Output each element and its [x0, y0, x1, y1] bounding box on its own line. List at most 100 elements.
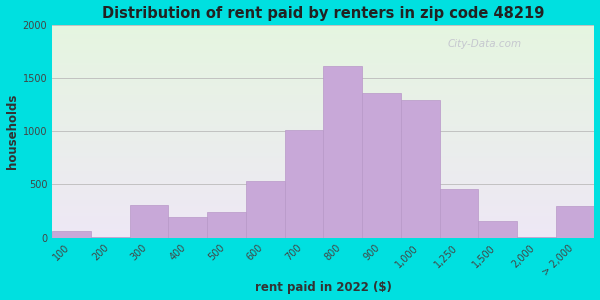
- Bar: [52, 195, 595, 196]
- Bar: [52, 233, 595, 235]
- Bar: [52, 89, 595, 91]
- Bar: [52, 87, 595, 88]
- Bar: [52, 169, 595, 170]
- Bar: [52, 175, 595, 176]
- Bar: [52, 147, 595, 148]
- Bar: [52, 140, 595, 141]
- Bar: [52, 98, 595, 99]
- Bar: [52, 106, 595, 108]
- Bar: [52, 70, 595, 71]
- Bar: [52, 216, 595, 217]
- X-axis label: rent paid in 2022 ($): rent paid in 2022 ($): [255, 281, 392, 294]
- Bar: [52, 28, 595, 29]
- Bar: [52, 174, 595, 175]
- Bar: [52, 81, 595, 82]
- Bar: [52, 45, 595, 46]
- Bar: [52, 68, 595, 69]
- Bar: [52, 38, 595, 39]
- Bar: [52, 161, 595, 162]
- Bar: [52, 46, 595, 47]
- Bar: [52, 30, 595, 31]
- Bar: [52, 202, 595, 204]
- Bar: [52, 34, 595, 35]
- Bar: [52, 150, 595, 152]
- Bar: [52, 119, 595, 121]
- Bar: [52, 36, 595, 37]
- Bar: [52, 231, 91, 238]
- Y-axis label: households: households: [5, 93, 19, 169]
- Bar: [52, 127, 595, 128]
- Bar: [52, 149, 595, 150]
- Bar: [52, 109, 595, 110]
- Bar: [52, 40, 595, 42]
- Bar: [52, 29, 595, 30]
- Bar: [52, 37, 595, 38]
- Bar: [52, 236, 595, 237]
- Bar: [52, 122, 595, 123]
- Bar: [52, 139, 595, 140]
- Bar: [52, 212, 595, 213]
- Bar: [52, 165, 595, 166]
- Bar: [52, 118, 595, 119]
- Bar: [52, 177, 595, 178]
- Bar: [52, 237, 595, 238]
- Bar: [52, 102, 595, 104]
- Bar: [52, 213, 595, 214]
- Bar: [52, 49, 595, 50]
- Bar: [52, 208, 595, 209]
- Bar: [52, 35, 595, 36]
- Bar: [52, 190, 595, 191]
- Bar: [52, 75, 595, 76]
- Bar: [52, 85, 595, 86]
- Bar: [52, 167, 595, 169]
- Bar: [52, 88, 595, 89]
- Bar: [52, 164, 595, 165]
- Bar: [52, 229, 595, 230]
- Bar: [52, 210, 595, 211]
- Bar: [52, 73, 595, 74]
- Bar: [52, 74, 595, 75]
- Bar: [52, 156, 595, 157]
- Bar: [52, 200, 595, 202]
- Bar: [52, 61, 595, 62]
- Title: Distribution of rent paid by renters in zip code 48219: Distribution of rent paid by renters in …: [102, 6, 545, 21]
- Bar: [52, 47, 595, 48]
- Bar: [52, 53, 595, 54]
- Bar: [52, 181, 595, 182]
- Bar: [52, 221, 595, 222]
- Bar: [52, 71, 595, 73]
- Bar: [52, 223, 595, 224]
- Bar: [52, 231, 595, 232]
- Bar: [52, 183, 595, 184]
- Bar: [52, 99, 595, 100]
- Bar: [517, 237, 556, 238]
- Bar: [52, 50, 595, 51]
- Bar: [91, 237, 130, 238]
- Bar: [52, 66, 595, 67]
- Bar: [52, 184, 595, 185]
- Bar: [52, 86, 595, 87]
- Bar: [52, 163, 595, 164]
- Bar: [52, 77, 595, 78]
- Text: City-Data.com: City-Data.com: [448, 39, 522, 50]
- Bar: [52, 214, 595, 215]
- Bar: [52, 80, 595, 81]
- Bar: [52, 115, 595, 116]
- Bar: [52, 205, 595, 206]
- Bar: [52, 192, 595, 193]
- Bar: [52, 69, 595, 70]
- Bar: [52, 207, 595, 208]
- Bar: [52, 185, 595, 187]
- Bar: [52, 91, 595, 92]
- Bar: [52, 211, 595, 212]
- Bar: [207, 212, 246, 238]
- Bar: [52, 54, 595, 56]
- Bar: [52, 202, 595, 203]
- Bar: [52, 230, 595, 231]
- Bar: [52, 143, 595, 144]
- Bar: [52, 48, 595, 49]
- Bar: [52, 42, 595, 43]
- Bar: [52, 225, 595, 226]
- Bar: [52, 44, 595, 45]
- Bar: [52, 128, 595, 129]
